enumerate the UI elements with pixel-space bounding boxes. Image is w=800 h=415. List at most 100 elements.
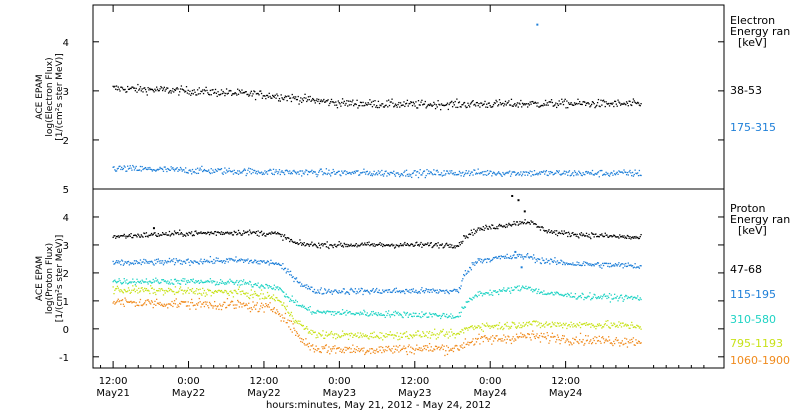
point-1-0 — [205, 233, 207, 235]
point-1-2 — [159, 282, 161, 284]
point-1-1 — [250, 259, 252, 261]
point-1-1 — [261, 261, 264, 263]
point-1-2 — [440, 315, 443, 318]
point-1-1 — [570, 263, 572, 265]
point-0-0 — [242, 92, 244, 94]
point-1-4 — [599, 340, 601, 343]
point-1-0 — [461, 242, 463, 244]
point-1-2 — [486, 292, 488, 294]
point-1-0 — [470, 229, 473, 231]
point-0-1 — [574, 171, 577, 174]
point-1-2 — [219, 282, 221, 284]
point-0-0 — [431, 105, 433, 107]
point-1-1 — [497, 257, 499, 259]
point-1-3 — [533, 320, 536, 322]
point-1-0 — [148, 234, 150, 236]
point-0-0 — [231, 94, 233, 96]
point-1-1 — [365, 290, 368, 292]
point-1-1 — [517, 255, 519, 257]
point-0-0 — [179, 91, 181, 93]
point-1-3 — [308, 330, 310, 333]
point-1-1 — [459, 288, 461, 290]
point-1-1 — [306, 288, 309, 290]
point-1-2 — [575, 298, 577, 300]
point-1-1 — [429, 289, 432, 291]
point-1-1 — [537, 258, 539, 260]
point-1-0 — [358, 245, 360, 247]
point-1-4 — [165, 304, 167, 306]
point-1-1 — [343, 288, 345, 290]
point-0-1 — [318, 171, 320, 173]
point-1-2 — [267, 287, 270, 289]
point-1-3 — [220, 289, 223, 292]
point-1-0 — [630, 238, 632, 240]
point-1-0 — [260, 230, 263, 232]
point-1-2 — [358, 314, 361, 316]
point-0-1 — [363, 168, 365, 170]
point-1-0 — [254, 231, 256, 234]
point-1-4 — [550, 336, 553, 338]
point-0-0 — [584, 101, 586, 103]
point-1-4 — [509, 339, 511, 341]
point-1-0 — [533, 223, 536, 225]
point-1-1 — [495, 256, 497, 258]
point-1-3 — [448, 331, 450, 333]
point-1-0 — [427, 242, 429, 244]
point-1-1 — [562, 261, 565, 263]
point-1-2 — [243, 283, 246, 285]
point-1-2 — [377, 312, 380, 314]
point-0-1 — [179, 169, 181, 171]
point-1-2 — [585, 297, 588, 299]
point-1-3 — [470, 325, 473, 328]
point-1-4 — [625, 338, 628, 340]
point-1-2 — [156, 280, 158, 282]
point-1-2 — [555, 293, 557, 295]
point-0-0 — [629, 100, 631, 103]
point-1-4 — [568, 344, 571, 346]
point-1-2 — [395, 312, 397, 314]
point-1-0 — [188, 231, 190, 234]
point-1-0 — [179, 233, 182, 235]
point-1-4 — [596, 336, 598, 339]
point-1-4 — [138, 304, 140, 307]
point-0-1 — [175, 168, 177, 170]
point-1-0 — [314, 243, 316, 246]
point-0-1 — [579, 171, 581, 174]
point-1-1 — [325, 292, 328, 294]
point-1-1 — [632, 267, 635, 269]
point-0-0 — [404, 105, 406, 108]
point-1-0 — [183, 234, 185, 236]
point-0-1 — [201, 165, 203, 168]
point-1-4 — [428, 350, 430, 352]
point-0-0 — [603, 101, 606, 103]
point-1-0 — [440, 244, 442, 246]
point-1-4 — [318, 351, 321, 353]
point-0-0 — [383, 106, 386, 108]
point-1-4 — [424, 345, 426, 347]
point-1-2 — [569, 296, 571, 298]
point-0-1 — [578, 170, 580, 172]
point-0-1 — [434, 173, 436, 175]
point-1-3 — [129, 292, 131, 295]
point-1-1 — [607, 265, 609, 268]
point-1-4 — [177, 304, 179, 306]
point-0-1 — [190, 170, 192, 172]
point-1-3 — [549, 323, 551, 325]
point-1-1 — [238, 258, 241, 261]
point-1-3 — [535, 320, 537, 322]
point-1-3 — [452, 332, 455, 335]
point-1-4 — [273, 307, 275, 309]
point-0-1 — [361, 172, 363, 174]
point-1-1 — [545, 258, 548, 260]
point-0-1 — [545, 169, 548, 172]
point-0-1 — [190, 173, 193, 175]
point-1-4 — [490, 336, 492, 338]
point-1-0 — [226, 231, 229, 233]
point-1-3 — [198, 292, 200, 294]
point-1-2 — [629, 297, 631, 299]
point-1-0 — [522, 222, 525, 225]
point-1-4 — [279, 315, 281, 317]
point-1-3 — [631, 324, 634, 326]
point-1-2 — [499, 290, 502, 292]
point-1-0 — [604, 232, 606, 234]
